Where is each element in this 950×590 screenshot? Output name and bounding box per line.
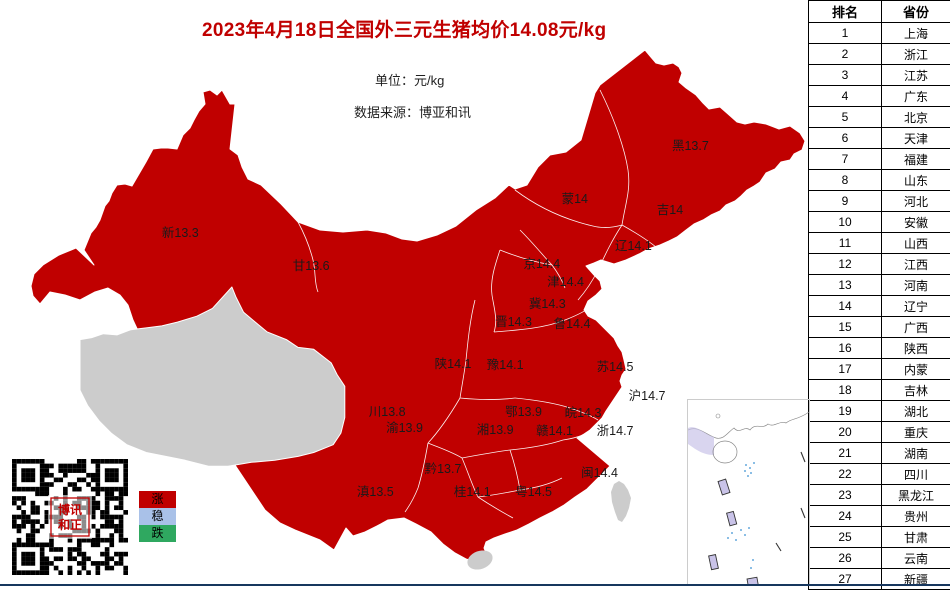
svg-text:博讯: 博讯 <box>58 502 82 517</box>
svg-text:和正: 和正 <box>57 517 82 532</box>
